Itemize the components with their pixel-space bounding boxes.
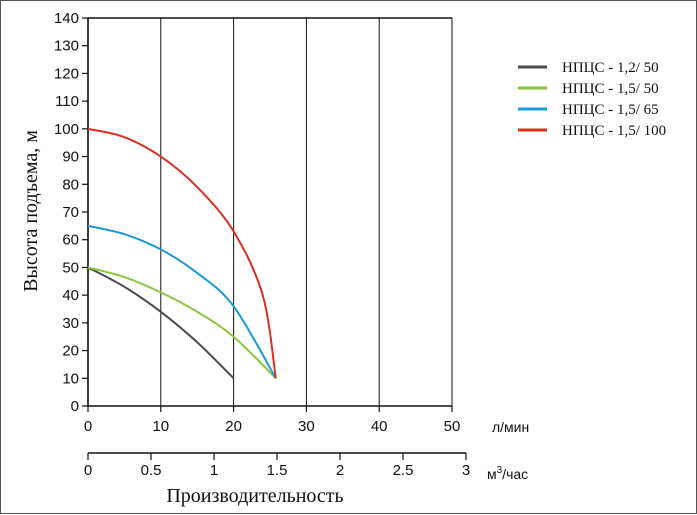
x2-tick-label: 2.5: [393, 462, 414, 479]
y-tick-label: 100: [54, 121, 79, 138]
x-tick-label: 30: [298, 418, 315, 435]
legend-label-4: НПЦС - 1,5/ 100: [562, 123, 666, 139]
y-tick-label: 70: [62, 204, 79, 221]
y-tick-label: 130: [54, 38, 79, 55]
y-tick-label: 40: [62, 287, 79, 304]
y-tick-label: 90: [62, 149, 79, 166]
x2-tick-label: 1.5: [267, 462, 288, 479]
series-lines: [87, 127, 277, 379]
secondary-x-axis: 0 0.5 1 1.5 2 2.5 3: [84, 452, 470, 479]
x2-tick-label: 2: [336, 462, 344, 479]
x-axis-label: Производительность: [166, 485, 343, 507]
y-tick-label: 140: [54, 10, 79, 27]
x2-tick-label: 3: [462, 462, 470, 479]
y-tick-label: 0: [71, 398, 79, 415]
axes: [87, 17, 453, 407]
y-tick-labels: 0 10 20 30 40 50 60 70 80 90 100 110 120 130 140: [54, 10, 88, 415]
x2-tick-label: 0.5: [141, 462, 162, 479]
y-tick-label: 110: [55, 93, 79, 110]
y-tick-label: 60: [62, 232, 79, 249]
grid-lines: [160, 18, 380, 406]
x-tick-label: 20: [225, 418, 242, 435]
series-line-4: [87, 127, 277, 379]
y-tick-label: 10: [62, 370, 79, 387]
y-tick-label: 30: [62, 315, 79, 332]
x-tick-label: 0: [84, 418, 92, 435]
y-tick-label: 50: [62, 259, 79, 276]
x-tick-label: 10: [152, 418, 169, 435]
legend: НПЦС - 1,2/ 50 НПЦС - 1,5/ 50 НПЦС - 1,5/ …: [518, 60, 666, 139]
secondary-x-axis-unit: м3/час: [487, 465, 528, 482]
y-tick-label: 80: [62, 176, 79, 193]
series-line-3: [87, 224, 277, 379]
x2-tick-label: 0: [84, 462, 92, 479]
x-tick-label: 50: [444, 418, 461, 435]
x-axis-unit: л/мин: [492, 419, 529, 435]
legend-label-3: НПЦС - 1,5/ 65: [562, 102, 659, 118]
x-tick-label: 40: [371, 418, 388, 435]
legend-label-2: НПЦС - 1,5/ 50: [562, 81, 659, 97]
x2-tick-label: 1: [210, 462, 218, 479]
y-tick-label: 120: [54, 65, 79, 82]
series-line-1: [87, 266, 235, 379]
x-tick-labels: 0 10 20 30 40 50: [84, 406, 461, 435]
legend-label-1: НПЦС - 1,2/ 50: [562, 60, 659, 76]
series-line-2: [87, 266, 277, 379]
y-axis-label: Высота подъема, м: [20, 130, 42, 292]
y-tick-label: 20: [62, 343, 79, 360]
